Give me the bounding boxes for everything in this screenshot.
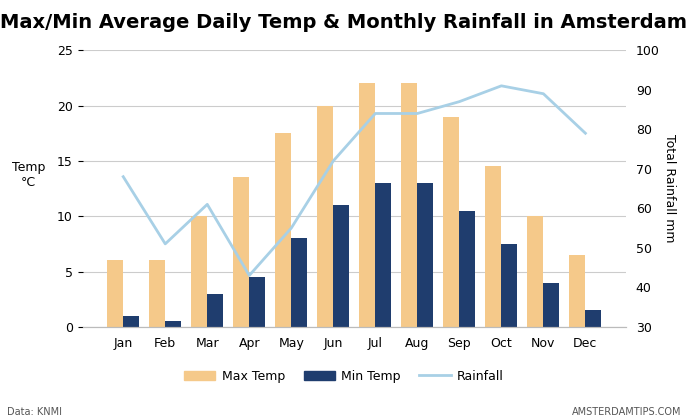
- Bar: [249, 277, 266, 327]
- Bar: [123, 316, 139, 327]
- Line: Rainfall: Rainfall: [123, 86, 585, 275]
- Bar: [233, 178, 249, 327]
- Bar: [486, 166, 502, 327]
- Bar: [149, 261, 165, 327]
- Rainfall: [539, 91, 548, 96]
- Rainfall: [581, 131, 590, 136]
- Bar: [107, 261, 123, 327]
- Text: Temp
°C: Temp °C: [12, 161, 45, 189]
- Bar: [291, 238, 308, 327]
- Rainfall: [329, 158, 337, 163]
- Bar: [333, 205, 350, 327]
- Bar: [359, 83, 376, 327]
- Legend: Max Temp, Min Temp, Rainfall: Max Temp, Min Temp, Rainfall: [179, 365, 509, 388]
- Bar: [528, 216, 544, 327]
- Bar: [191, 216, 207, 327]
- Bar: [418, 183, 433, 327]
- Rainfall: [287, 225, 295, 230]
- Y-axis label: Total Rainfall mm: Total Rainfall mm: [663, 134, 676, 243]
- Bar: [443, 116, 460, 327]
- Bar: [502, 244, 517, 327]
- Bar: [317, 106, 333, 327]
- Text: Data: KNMI: Data: KNMI: [7, 407, 62, 417]
- Text: Max/Min Average Daily Temp & Monthly Rainfall in Amsterdam: Max/Min Average Daily Temp & Monthly Rai…: [1, 13, 687, 31]
- Bar: [570, 255, 585, 327]
- Bar: [275, 133, 291, 327]
- Rainfall: [497, 83, 506, 88]
- Rainfall: [455, 99, 464, 104]
- Rainfall: [245, 273, 253, 278]
- Bar: [460, 211, 475, 327]
- Bar: [376, 183, 391, 327]
- Bar: [401, 83, 418, 327]
- Bar: [544, 282, 559, 327]
- Bar: [585, 310, 601, 327]
- Bar: [207, 294, 223, 327]
- Rainfall: [119, 174, 127, 179]
- Bar: [165, 321, 181, 327]
- Rainfall: [413, 111, 422, 116]
- Rainfall: [372, 111, 380, 116]
- Rainfall: [203, 202, 211, 207]
- Rainfall: [161, 241, 169, 246]
- Text: AMSTERDAMTIPS.COM: AMSTERDAMTIPS.COM: [572, 407, 681, 417]
